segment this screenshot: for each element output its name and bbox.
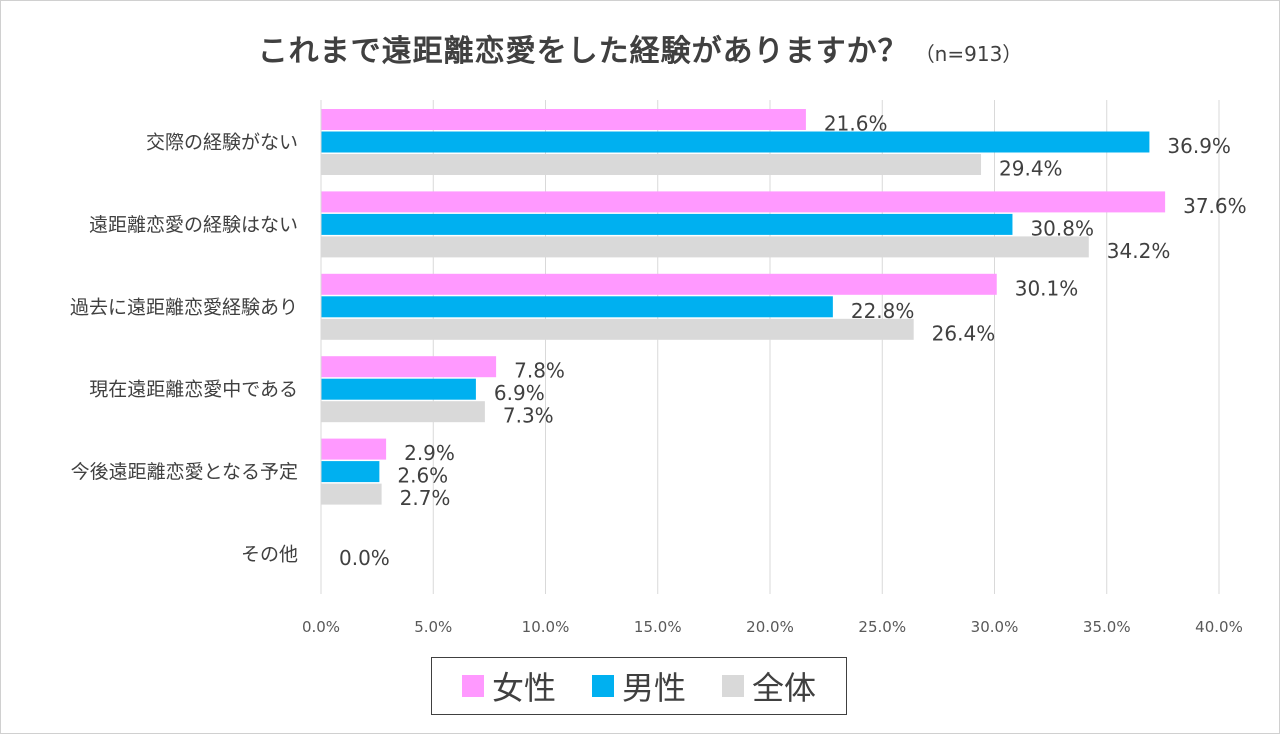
data-label-total: 26.4% xyxy=(932,321,996,345)
data-label-female: 30.1% xyxy=(1015,276,1079,300)
x-tick-label: 20.0% xyxy=(746,618,794,636)
data-label-total: 34.2% xyxy=(1107,239,1171,263)
bar-male xyxy=(321,296,833,318)
bar-female xyxy=(321,191,1166,213)
x-tick-label: 5.0% xyxy=(414,618,452,636)
data-label-male: 36.9% xyxy=(1167,134,1231,158)
x-tick-label: 25.0% xyxy=(858,618,906,636)
bar-female xyxy=(321,273,997,295)
bar-female xyxy=(321,356,497,378)
bar-total xyxy=(321,401,485,423)
chart-legend: 女性 男性 全体 xyxy=(431,657,847,715)
data-label-male: 0.0% xyxy=(339,546,390,570)
chart-title: これまで遠距離恋愛をした経験がありますか？ （n=913） xyxy=(0,26,1280,70)
x-tick-label: 35.0% xyxy=(1083,618,1131,636)
data-label-female: 2.9% xyxy=(404,441,455,465)
data-label-female: 7.8% xyxy=(514,359,565,383)
category-label: 過去に遠距離恋愛経験あり xyxy=(70,296,298,318)
category-label: その他 xyxy=(241,544,298,566)
legend-swatch-female xyxy=(461,675,484,697)
bar-total xyxy=(321,318,914,340)
data-label-female: 37.6% xyxy=(1183,194,1247,218)
legend-label-female: 女性 xyxy=(491,669,556,707)
x-tick-label: 0.0% xyxy=(302,618,340,636)
chart-title-sample-size: （n=913） xyxy=(914,42,1023,66)
legend-swatch-male xyxy=(591,675,614,697)
bar-female xyxy=(321,438,387,460)
x-tick-label: 15.0% xyxy=(634,618,682,636)
bar-total xyxy=(321,236,1089,258)
bar-total xyxy=(321,483,382,505)
x-tick-label: 30.0% xyxy=(971,618,1019,636)
bar-male xyxy=(321,213,1013,235)
data-label-total: 7.3% xyxy=(503,404,554,428)
category-label: 今後遠距離恋愛となる予定 xyxy=(71,461,298,483)
bar-male xyxy=(321,461,380,483)
legend-label-total: 全体 xyxy=(752,669,817,707)
bar-female xyxy=(321,109,806,130)
data-label-total: 2.7% xyxy=(400,486,451,510)
bar-total xyxy=(321,154,982,175)
bar-male xyxy=(321,378,476,400)
legend-item-female: 女性 xyxy=(461,663,556,709)
x-tick-label: 40.0% xyxy=(1195,618,1243,636)
chart-title-main: これまで遠距離恋愛をした経験がありますか？ xyxy=(257,34,909,69)
bar-male xyxy=(321,131,1150,153)
data-label-male: 6.9% xyxy=(494,381,545,405)
legend-label-male: 男性 xyxy=(621,669,686,707)
legend-item-total: 全体 xyxy=(722,663,816,709)
data-label-male: 2.6% xyxy=(397,464,448,488)
category-label: 交際の経験がない xyxy=(146,132,298,154)
category-label: 遠距離恋愛の経験はない xyxy=(89,214,298,236)
category-label: 現在遠距離恋愛中である xyxy=(89,379,298,401)
legend-item-male: 男性 xyxy=(591,663,686,709)
data-label-total: 29.4% xyxy=(999,157,1063,181)
x-tick-label: 10.0% xyxy=(522,618,570,636)
legend-swatch-total xyxy=(722,675,744,697)
